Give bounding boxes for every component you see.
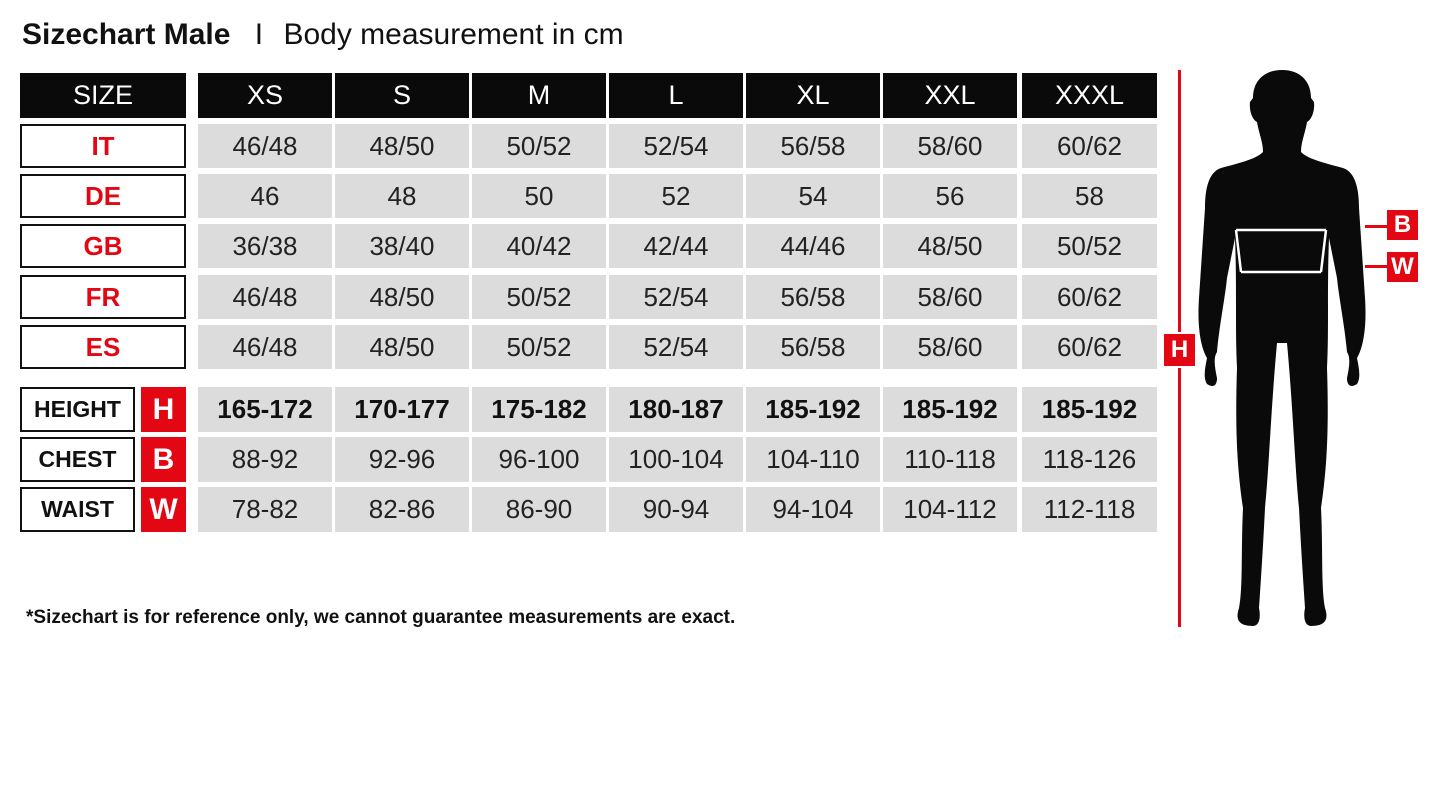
table-cell: 46/48 (198, 325, 332, 369)
table-cell: 48/50 (335, 325, 469, 369)
table-cell: 36/38 (198, 224, 332, 268)
table-cell: 46/48 (198, 275, 332, 319)
header-size-s: S (335, 73, 469, 118)
table-cell: 112-118 (1022, 487, 1157, 532)
title-subtitle: Body measurement in cm (283, 18, 624, 51)
table-cell: 38/40 (335, 224, 469, 268)
table-cell: 50/52 (1022, 224, 1157, 268)
row-label-chest: CHEST (20, 437, 135, 482)
header-size-xs: XS (198, 73, 332, 118)
measurement-code-w: W (141, 487, 186, 532)
table-cell: 86-90 (472, 487, 606, 532)
header-size-xl: XL (746, 73, 880, 118)
table-cell: 78-82 (198, 487, 332, 532)
table-cell: 185-192 (883, 387, 1017, 432)
disclaimer-note: *Sizechart is for reference only, we can… (26, 607, 736, 628)
table-cell: 165-172 (198, 387, 332, 432)
height-line-top (1178, 70, 1181, 332)
page-title: Sizechart Male I Body measurement in cm (22, 18, 624, 52)
table-cell: 60/62 (1022, 275, 1157, 319)
table-cell: 52/54 (609, 325, 743, 369)
table-cell: 58 (1022, 174, 1157, 218)
table-cell: 50/52 (472, 325, 606, 369)
row-label-es: ES (20, 325, 186, 369)
table-cell: 88-92 (198, 437, 332, 482)
table-cell: 48 (335, 174, 469, 218)
table-cell: 58/60 (883, 275, 1017, 319)
row-label-it: IT (20, 124, 186, 168)
table-cell: 46/48 (198, 124, 332, 168)
height-tag: H (1164, 334, 1195, 366)
table-cell: 96-100 (472, 437, 606, 482)
table-cell: 104-112 (883, 487, 1017, 532)
table-cell: 90-94 (609, 487, 743, 532)
table-cell: 56/58 (746, 275, 880, 319)
table-cell: 104-110 (746, 437, 880, 482)
row-label-waist: WAIST (20, 487, 135, 532)
table-cell: 94-104 (746, 487, 880, 532)
row-label-height: HEIGHT (20, 387, 135, 432)
table-cell: 50/52 (472, 275, 606, 319)
table-cell: 48/50 (335, 124, 469, 168)
title-separator: I (254, 18, 264, 51)
table-cell: 58/60 (883, 124, 1017, 168)
header-size-label: SIZE (20, 73, 186, 118)
table-cell: 48/50 (335, 275, 469, 319)
table-cell: 82-86 (335, 487, 469, 532)
row-label-gb: GB (20, 224, 186, 268)
title-main: Sizechart Male (22, 18, 231, 51)
table-cell: 44/46 (746, 224, 880, 268)
waist-line (1365, 265, 1387, 268)
table-cell: 100-104 (609, 437, 743, 482)
table-cell: 180-187 (609, 387, 743, 432)
table-cell: 46 (198, 174, 332, 218)
header-size-m: M (472, 73, 606, 118)
table-cell: 56/58 (746, 124, 880, 168)
table-cell: 40/42 (472, 224, 606, 268)
table-cell: 60/62 (1022, 124, 1157, 168)
table-cell: 56 (883, 174, 1017, 218)
measurement-code-h: H (141, 387, 186, 432)
header-size-xxxl: XXXL (1022, 73, 1157, 118)
header-size-xxl: XXL (883, 73, 1017, 118)
table-cell: 52/54 (609, 275, 743, 319)
table-cell: 175-182 (472, 387, 606, 432)
table-cell: 54 (746, 174, 880, 218)
table-cell: 52/54 (609, 124, 743, 168)
table-cell: 170-177 (335, 387, 469, 432)
chest-tag: B (1387, 210, 1418, 240)
waist-tag: W (1387, 252, 1418, 282)
table-cell: 185-192 (1022, 387, 1157, 432)
table-cell: 50 (472, 174, 606, 218)
table-cell: 58/60 (883, 325, 1017, 369)
row-label-fr: FR (20, 275, 186, 319)
table-cell: 52 (609, 174, 743, 218)
table-cell: 118-126 (1022, 437, 1157, 482)
male-silhouette-icon (1198, 70, 1366, 626)
table-cell: 42/44 (609, 224, 743, 268)
table-cell: 48/50 (883, 224, 1017, 268)
chest-line (1365, 225, 1387, 228)
table-cell: 185-192 (746, 387, 880, 432)
table-cell: 50/52 (472, 124, 606, 168)
measurement-code-b: B (141, 437, 186, 482)
row-label-de: DE (20, 174, 186, 218)
table-cell: 56/58 (746, 325, 880, 369)
height-line-bottom (1178, 368, 1181, 627)
table-cell: 110-118 (883, 437, 1017, 482)
table-cell: 92-96 (335, 437, 469, 482)
table-cell: 60/62 (1022, 325, 1157, 369)
header-size-l: L (609, 73, 743, 118)
